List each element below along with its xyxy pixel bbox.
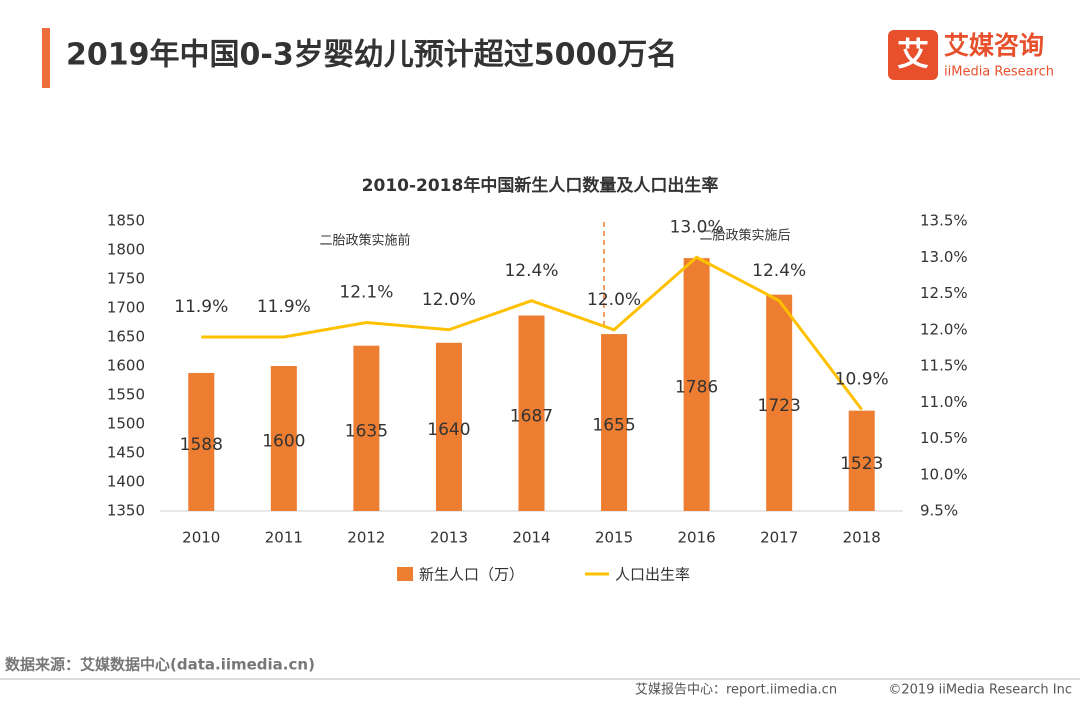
y-tick-label: 1850 xyxy=(107,212,145,230)
bar xyxy=(601,334,628,511)
x-tick-label: 2011 xyxy=(265,529,303,547)
y-tick-label: 1500 xyxy=(107,415,145,433)
bar xyxy=(683,258,710,511)
y2-tick-label: 10.5% xyxy=(920,429,968,447)
y2-tick-label: 10.0% xyxy=(920,465,968,483)
x-tick-label: 2012 xyxy=(347,529,385,547)
line-value-label: 12.0% xyxy=(587,290,641,310)
bar xyxy=(270,366,297,511)
x-tick-label: 2010 xyxy=(182,529,220,547)
line-value-label: 13.0% xyxy=(670,217,724,237)
footer-copyright: ©2019 iiMedia Research Inc xyxy=(888,683,1072,698)
y2-tick-label: 12.5% xyxy=(920,284,968,302)
line-value-label: 12.1% xyxy=(339,283,393,303)
bar xyxy=(353,345,380,511)
y-tick-label: 1550 xyxy=(107,386,145,404)
x-tick-label: 2017 xyxy=(760,529,798,547)
bar-value-label: 1786 xyxy=(675,378,718,398)
bar-value-label: 1723 xyxy=(758,396,801,416)
bar xyxy=(188,372,215,511)
x-tick-label: 2018 xyxy=(843,529,881,547)
x-tick-label: 2013 xyxy=(430,529,468,547)
line-value-label: 10.9% xyxy=(835,370,889,390)
y-tick-label: 1400 xyxy=(107,473,145,491)
y2-tick-label: 13.0% xyxy=(920,248,968,266)
x-tick-label: 2015 xyxy=(595,529,633,547)
y2-tick-label: 12.0% xyxy=(920,320,968,338)
line-value-label: 12.4% xyxy=(504,261,558,281)
logo-sub: iiMedia Research xyxy=(944,65,1054,80)
rate-line xyxy=(201,255,863,411)
bar xyxy=(518,315,545,511)
bar xyxy=(766,294,793,511)
logo-name: 艾媒咨询 xyxy=(944,31,1044,60)
bar-value-label: 1600 xyxy=(262,432,305,452)
logo-box xyxy=(888,30,938,80)
y2-tick-label: 9.5% xyxy=(920,502,958,520)
annotation: 二胎政策实施后 xyxy=(699,228,790,244)
annotation: 二胎政策实施前 xyxy=(319,233,410,249)
footer-report: 艾媒报告中心：report.iimedia.cn xyxy=(635,683,837,698)
bar xyxy=(848,410,875,511)
y-tick-label: 1450 xyxy=(107,444,145,462)
y-tick-label: 1700 xyxy=(107,299,145,317)
line-value-label: 11.9% xyxy=(257,297,311,317)
chart-title: 2010-2018年中国新生人口数量及人口出生率 xyxy=(362,175,719,196)
y2-tick-label: 11.0% xyxy=(920,393,968,411)
legend-swatch xyxy=(397,567,413,581)
bar-value-label: 1640 xyxy=(427,420,470,440)
source: 数据来源：艾媒数据中心(data.iimedia.cn) xyxy=(5,656,315,674)
bar xyxy=(435,342,462,511)
legend-label: 人口出生率 xyxy=(615,566,690,584)
y2-tick-label: 13.5% xyxy=(920,212,968,230)
bar-value-label: 1687 xyxy=(510,406,553,426)
line-value-label: 12.4% xyxy=(752,261,806,281)
y2-tick-label: 11.5% xyxy=(920,357,968,375)
x-tick-label: 2016 xyxy=(678,529,716,547)
bar-value-label: 1523 xyxy=(840,454,883,474)
page-title: 2019年中国0-3岁婴幼儿预计超过5000万名 xyxy=(66,38,677,73)
line-value-label: 12.0% xyxy=(422,290,476,310)
title-accent xyxy=(42,28,50,88)
bar-value-label: 1655 xyxy=(592,416,635,436)
y-tick-label: 1750 xyxy=(107,270,145,288)
legend-label: 新生人口（万） xyxy=(419,566,524,584)
y-tick-label: 1800 xyxy=(107,241,145,259)
logo-icon: 艾 xyxy=(897,35,929,73)
line-value-label: 11.9% xyxy=(174,297,228,317)
y-tick-label: 1600 xyxy=(107,357,145,375)
bar-value-label: 1588 xyxy=(180,435,223,455)
bar-value-label: 1635 xyxy=(345,421,388,441)
y-tick-label: 1650 xyxy=(107,328,145,346)
y-tick-label: 1350 xyxy=(107,502,145,520)
x-tick-label: 2014 xyxy=(512,529,550,547)
